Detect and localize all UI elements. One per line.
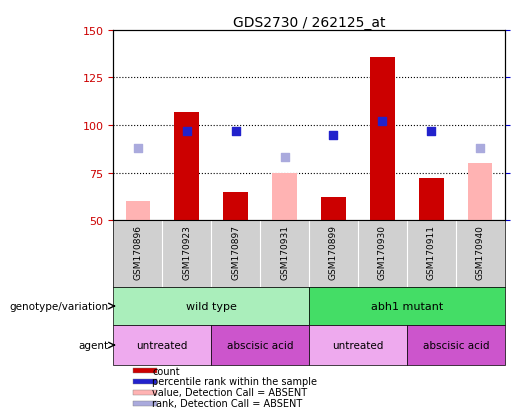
Text: count: count [152,366,180,376]
Bar [175,112,199,221]
Bar [321,198,346,221]
Bar [211,325,309,365]
Text: GSM170923: GSM170923 [182,224,191,279]
Text: abh1 mutant: abh1 mutant [371,301,443,311]
Bar [113,287,309,325]
Text: value, Detection Call = ABSENT: value, Detection Call = ABSENT [152,387,307,397]
Text: GSM170896: GSM170896 [133,224,142,279]
Text: GSM170930: GSM170930 [378,224,387,279]
Point [378,119,386,125]
Text: agent: agent [78,340,108,350]
Bar [370,57,394,221]
Bar [309,325,407,365]
Bar [419,179,443,221]
Text: untreated: untreated [332,340,384,350]
Point [476,145,484,152]
Point [427,128,435,135]
Text: abscisic acid: abscisic acid [227,340,294,350]
Text: percentile rank within the sample: percentile rank within the sample [152,377,317,387]
Bar [272,173,297,221]
Bar [133,390,158,395]
Bar [113,325,211,365]
Bar [407,325,505,365]
Bar [133,379,158,384]
Bar [309,287,505,325]
Point [133,145,142,152]
Text: rank, Detection Call = ABSENT: rank, Detection Call = ABSENT [152,399,303,408]
Text: GSM170899: GSM170899 [329,224,338,279]
Text: GSM170897: GSM170897 [231,224,240,279]
Text: untreated: untreated [136,340,188,350]
Bar [126,202,150,221]
Text: GSM170911: GSM170911 [427,224,436,279]
Point [182,128,191,135]
Text: genotype/variation: genotype/variation [9,301,108,311]
Bar [468,164,492,221]
Point [280,155,288,161]
Bar [224,192,248,221]
Text: GSM170931: GSM170931 [280,224,289,279]
Text: GSM170940: GSM170940 [476,224,485,279]
Bar [133,401,158,406]
Text: wild type: wild type [186,301,236,311]
Point [231,128,239,135]
Point [330,132,338,139]
Title: GDS2730 / 262125_at: GDS2730 / 262125_at [233,16,385,30]
Text: abscisic acid: abscisic acid [422,340,489,350]
Bar [133,368,158,373]
